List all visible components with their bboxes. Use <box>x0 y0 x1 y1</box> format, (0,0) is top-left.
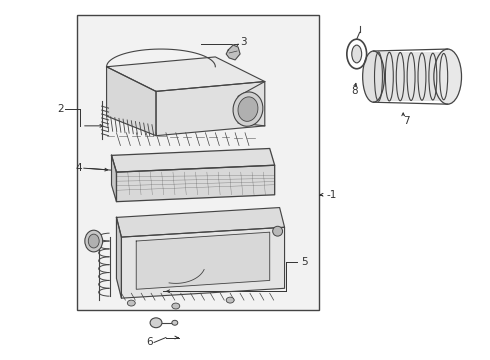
Ellipse shape <box>434 49 462 104</box>
Ellipse shape <box>172 303 180 309</box>
Polygon shape <box>122 227 285 298</box>
Polygon shape <box>117 217 122 298</box>
Ellipse shape <box>238 97 258 121</box>
Text: 4: 4 <box>75 163 81 173</box>
Polygon shape <box>107 57 265 91</box>
Text: 5: 5 <box>301 257 308 267</box>
Ellipse shape <box>363 51 384 102</box>
Polygon shape <box>117 165 275 202</box>
Polygon shape <box>117 208 285 237</box>
Text: 8: 8 <box>351 86 357 96</box>
Ellipse shape <box>85 230 102 252</box>
Ellipse shape <box>127 300 135 306</box>
Text: 2: 2 <box>57 104 64 114</box>
Text: 3: 3 <box>240 37 246 47</box>
Ellipse shape <box>226 297 234 303</box>
Text: -1: -1 <box>326 190 337 200</box>
Text: 7: 7 <box>403 116 410 126</box>
Ellipse shape <box>150 318 162 328</box>
Ellipse shape <box>272 226 283 236</box>
Ellipse shape <box>88 234 99 248</box>
Polygon shape <box>156 82 265 136</box>
Polygon shape <box>107 67 156 136</box>
Ellipse shape <box>233 92 263 126</box>
Text: 6: 6 <box>146 337 153 347</box>
Polygon shape <box>112 148 275 172</box>
Ellipse shape <box>172 320 178 325</box>
Ellipse shape <box>352 45 362 63</box>
Polygon shape <box>136 232 270 289</box>
FancyBboxPatch shape <box>373 52 448 101</box>
Polygon shape <box>226 45 240 60</box>
Bar <box>77 15 319 310</box>
Polygon shape <box>112 156 117 202</box>
